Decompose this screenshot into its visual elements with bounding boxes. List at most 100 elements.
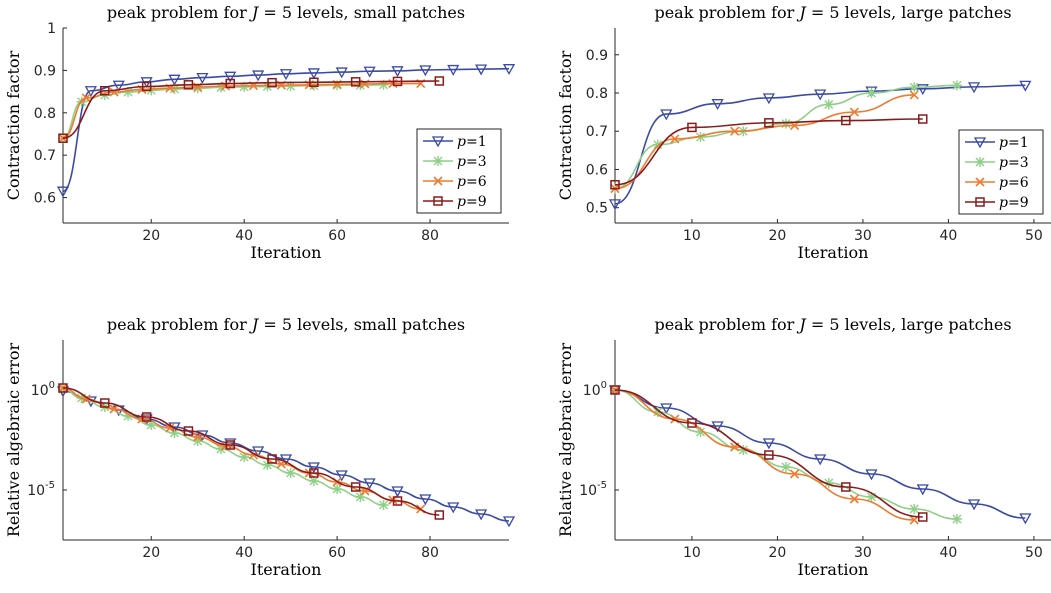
- data-point: [81, 93, 91, 103]
- series-p1: [608, 80, 1032, 211]
- data-point: [711, 421, 724, 433]
- data-point: [355, 492, 366, 502]
- data-point: [332, 484, 343, 494]
- data-point: [146, 420, 157, 430]
- x-tick-label: 40: [235, 228, 253, 244]
- data-point: [610, 385, 620, 395]
- data-point: [730, 126, 740, 136]
- series-line: [614, 389, 1026, 519]
- data-point: [109, 404, 119, 414]
- data-point: [865, 469, 878, 481]
- y-axis-label: Relative algebraic error: [556, 342, 575, 537]
- series-p9: [58, 76, 445, 143]
- data-point: [165, 423, 175, 433]
- series-p1: [608, 385, 1032, 525]
- x-tick-label: 50: [1025, 228, 1043, 244]
- x-axis-label: Iteration: [251, 243, 322, 262]
- x-tick-label: 10: [683, 228, 701, 244]
- data-point: [687, 418, 697, 428]
- data-point: [192, 83, 203, 94]
- data-point: [814, 89, 827, 101]
- data-point: [660, 109, 673, 121]
- series-line: [614, 84, 1026, 205]
- series-line: [614, 118, 923, 186]
- data-point: [58, 383, 68, 393]
- data-point: [100, 85, 110, 96]
- data-point: [762, 438, 775, 450]
- legend-box: [958, 129, 1044, 215]
- series-p9: [610, 385, 928, 522]
- legend-entry: p=9: [999, 195, 1029, 211]
- data-point: [951, 80, 962, 91]
- data-point: [350, 482, 361, 492]
- series-line: [62, 387, 421, 510]
- data-point: [193, 432, 203, 442]
- data-point: [309, 468, 319, 478]
- data-point: [391, 486, 404, 498]
- data-point: [652, 407, 663, 417]
- x-tick-label: 40: [939, 228, 957, 244]
- data-point: [169, 84, 180, 95]
- data-point: [865, 86, 878, 98]
- chart-title: peak problem for J = 5 levels, small pat…: [107, 3, 465, 22]
- x-axis-label: Iteration: [798, 560, 869, 579]
- chart-panel-2: 10 20 30 40 50 0.5 0.6 0.7 0.8 0.9 peak problem fo…: [556, 3, 1051, 262]
- data-point: [841, 115, 851, 126]
- data-point: [951, 514, 962, 524]
- data-point: [183, 426, 194, 436]
- data-point: [391, 66, 404, 78]
- y-axis-label: Contraction factor: [4, 50, 23, 200]
- data-point: [502, 516, 516, 528]
- data-point: [764, 118, 774, 128]
- series-p1: [56, 386, 516, 528]
- legend-marker: [431, 136, 445, 148]
- data-point: [764, 450, 774, 460]
- data-point: [285, 468, 296, 478]
- y-tick-label: 0.6: [34, 191, 56, 207]
- data-point: [392, 496, 403, 506]
- series-line: [62, 387, 440, 516]
- legend-entry: p=3: [999, 155, 1029, 171]
- data-point: [363, 478, 376, 490]
- y-axis-label: Relative algebraic error: [4, 342, 23, 537]
- y-tick-label: 10-5: [27, 480, 55, 499]
- series-line: [614, 84, 957, 190]
- x-tick-label: 20: [769, 545, 787, 561]
- series-p3: [610, 385, 962, 524]
- legend: p=1 p=3 p=6 p=9: [416, 128, 502, 214]
- data-point: [660, 403, 673, 415]
- data-point: [169, 428, 180, 438]
- data-point: [762, 93, 775, 105]
- data-point: [267, 454, 277, 464]
- legend-entry: p=6: [457, 174, 487, 190]
- legend-entry: p=1: [457, 134, 487, 150]
- data-point: [350, 77, 361, 87]
- data-point: [780, 462, 791, 472]
- x-tick-label: 80: [421, 228, 439, 244]
- data-point: [58, 133, 68, 143]
- series-line: [614, 94, 915, 190]
- data-point: [610, 180, 620, 190]
- data-point: [183, 80, 194, 90]
- data-point: [100, 398, 110, 408]
- legend: p=1 p=3 p=6 p=9: [958, 129, 1044, 215]
- data-point: [1019, 80, 1032, 92]
- data-point: [695, 131, 706, 142]
- data-point: [849, 494, 859, 504]
- y-axis-label: Contraction factor: [556, 50, 575, 200]
- data-point: [309, 77, 319, 88]
- series-line: [62, 82, 421, 140]
- data-point: [916, 484, 929, 496]
- chart-panel-1: 20 40 60 80 0.6 0.7 0.8 0.9 1 peak problem for J …: [4, 3, 516, 262]
- data-point: [225, 440, 235, 450]
- data-point: [1019, 513, 1032, 525]
- series-line: [614, 389, 957, 520]
- legend-box: [416, 128, 502, 214]
- y-tick-label: 0.5: [586, 201, 608, 217]
- data-point: [307, 462, 320, 474]
- data-point: [267, 77, 277, 88]
- series-line: [614, 389, 915, 521]
- legend-marker: [433, 156, 443, 166]
- data-point: [215, 82, 226, 93]
